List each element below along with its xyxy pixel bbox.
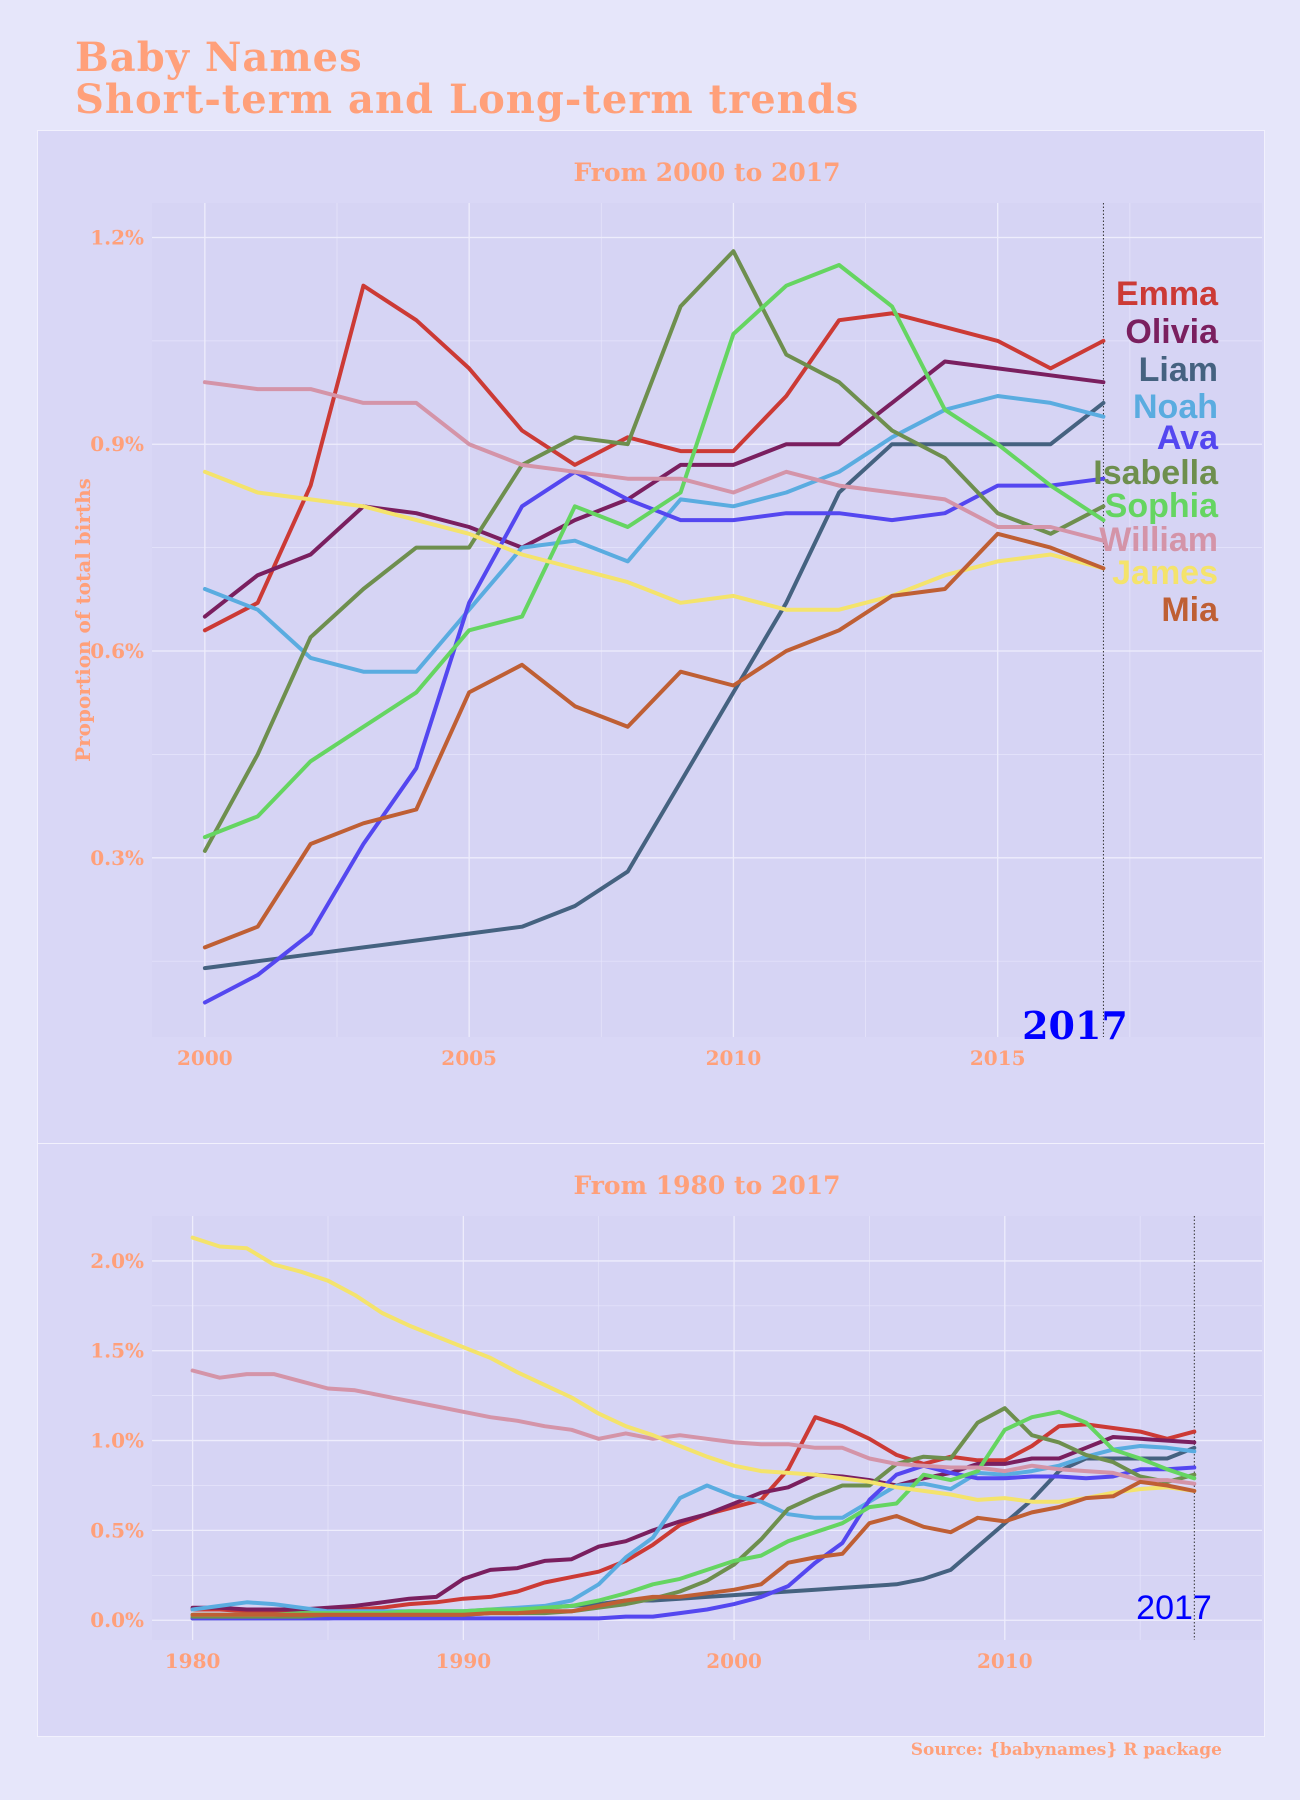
y-tick-label: 0.5%: [90, 1518, 144, 1542]
legend-label-emma: Emma: [1116, 275, 1219, 313]
series-line-james: [190, 1235, 1197, 1504]
x-tick-label: 2010: [977, 1649, 1033, 1673]
legend-label-mia: Mia: [1161, 591, 1219, 629]
y-tick-label: 0.3%: [90, 846, 144, 870]
series-line-olivia: [190, 1435, 1197, 1612]
series-line-sophia: [202, 263, 1106, 840]
y-tick-label: 2.0%: [90, 1249, 144, 1273]
y-tick-label: 1.2%: [90, 225, 144, 249]
legend-label-olivia: Olivia: [1125, 313, 1219, 351]
plot-area-top: [152, 203, 1262, 1037]
series-line-william: [202, 380, 1106, 543]
long-term-trend-chart: 0.0% 0.5% 1.0% 1.5% 2.0% 1980 1990 2000 2010 From…: [90, 1171, 1262, 1673]
main-title-line2: Short-term and Long-term trends: [75, 76, 860, 123]
source-caption: Source: {babynames} R package: [910, 1740, 1222, 1760]
y-tick-label: 1.0%: [90, 1429, 144, 1453]
x-tick-label: 2015: [970, 1046, 1026, 1070]
x-tick-label: 2010: [706, 1046, 762, 1070]
main-title-line1: Baby Names: [75, 34, 363, 81]
series-line-mia: [190, 1479, 1197, 1617]
series-line-ava: [190, 1463, 1197, 1621]
legend-label-william: William: [1099, 521, 1218, 559]
series-line-james: [202, 469, 1106, 612]
y-axis-label: Proportion of total births: [71, 478, 95, 762]
x-tick-label: 2000: [706, 1649, 762, 1673]
legend-label-isabella: Isabella: [1093, 454, 1219, 492]
legend-label-liam: Liam: [1139, 351, 1218, 389]
y-tick-label: 0.0%: [90, 1608, 144, 1632]
series-line-isabella: [202, 249, 1106, 853]
chart-subtitle: From 2000 to 2017: [573, 158, 840, 187]
year-marker-label: 2017: [1022, 1003, 1128, 1048]
x-tick-label: 2000: [177, 1046, 233, 1070]
chart-subtitle: From 1980 to 2017: [573, 1171, 840, 1200]
legend-label-noah: Noah: [1133, 388, 1218, 426]
series-line-emma: [202, 283, 1106, 633]
x-tick-label: 1990: [436, 1649, 492, 1673]
legend-label-sophia: Sophia: [1105, 487, 1219, 525]
recent-trend-chart: 0.3% 0.6% 0.9% 1.2% 2000 2005 2010 2015 From 200…: [71, 158, 1262, 1070]
y-tick-label: 0.9%: [90, 432, 144, 456]
y-tick-label: 0.6%: [90, 639, 144, 663]
series-line-mia: [202, 531, 1106, 950]
series-line-noah: [202, 394, 1106, 674]
legend-label-ava: Ava: [1157, 419, 1219, 457]
year-marker-label: 2017: [1136, 1589, 1212, 1627]
x-tick-label: 2005: [441, 1046, 497, 1070]
x-tick-label: 1980: [165, 1649, 221, 1673]
series-line-olivia: [202, 359, 1106, 619]
series-line-liam: [202, 400, 1106, 971]
series-line-william: [190, 1368, 1197, 1486]
y-tick-label: 1.5%: [90, 1339, 144, 1363]
recent-trend-panel: 0.3% 0.6% 0.9% 1.2% 2000 2005 2010 2015 From 200…: [37, 130, 1265, 1144]
legend-label-james: James: [1112, 554, 1218, 592]
long-term-trend-panel: 0.0% 0.5% 1.0% 1.5% 2.0% 1980 1990 2000 2010 From…: [37, 1143, 1265, 1737]
